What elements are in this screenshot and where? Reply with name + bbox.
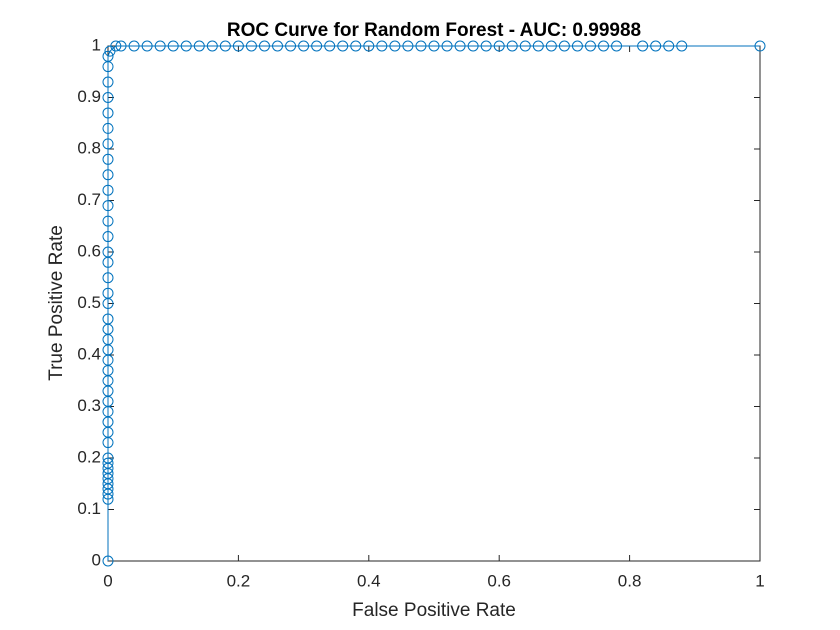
roc-marker bbox=[154, 40, 166, 52]
roc-marker bbox=[167, 40, 179, 52]
y-tick-label: 0.3 bbox=[77, 396, 101, 415]
x-tick-label: 0.4 bbox=[357, 571, 381, 590]
roc-marker bbox=[245, 40, 257, 52]
roc-marker bbox=[102, 200, 114, 212]
roc-marker bbox=[141, 40, 153, 52]
roc-marker bbox=[102, 457, 114, 469]
y-axis-label: True Positive Rate bbox=[46, 225, 67, 381]
roc-marker bbox=[324, 40, 336, 52]
roc-marker bbox=[102, 287, 114, 299]
y-tick-label: 1 bbox=[92, 35, 101, 54]
roc-marker bbox=[272, 40, 284, 52]
roc-marker bbox=[102, 76, 114, 88]
roc-marker bbox=[102, 50, 114, 62]
roc-marker bbox=[402, 40, 414, 52]
roc-marker bbox=[571, 40, 583, 52]
roc-marker bbox=[467, 40, 479, 52]
chart-title: ROC Curve for Random Forest - AUC: 0.999… bbox=[227, 20, 641, 41]
roc-marker bbox=[480, 40, 492, 52]
x-tick-label: 1 bbox=[755, 571, 764, 590]
roc-marker bbox=[754, 40, 766, 52]
roc-marker bbox=[611, 40, 623, 52]
roc-marker bbox=[102, 313, 114, 325]
roc-marker bbox=[193, 40, 205, 52]
roc-marker bbox=[337, 40, 349, 52]
roc-marker bbox=[102, 215, 114, 227]
roc-marker bbox=[298, 40, 310, 52]
roc-marker bbox=[311, 40, 323, 52]
roc-marker bbox=[110, 40, 122, 52]
roc-marker bbox=[102, 138, 114, 150]
roc-marker bbox=[219, 40, 231, 52]
roc-marker bbox=[363, 40, 375, 52]
roc-marker bbox=[532, 40, 544, 52]
roc-marker bbox=[102, 184, 114, 196]
roc-marker bbox=[102, 153, 114, 165]
x-tick-label: 0.6 bbox=[487, 571, 511, 590]
x-axis-label: False Positive Rate bbox=[352, 600, 516, 621]
roc-marker bbox=[258, 40, 270, 52]
x-tick-label: 0 bbox=[103, 571, 112, 590]
roc-marker bbox=[232, 40, 244, 52]
roc-marker bbox=[493, 40, 505, 52]
roc-marker bbox=[206, 40, 218, 52]
roc-marker bbox=[180, 40, 192, 52]
roc-marker bbox=[415, 40, 427, 52]
roc-marker bbox=[102, 92, 114, 103]
x-tick-label: 0.2 bbox=[227, 571, 251, 590]
roc-marker bbox=[663, 40, 675, 52]
roc-marker bbox=[285, 40, 297, 52]
y-tick-label: 0.5 bbox=[77, 293, 101, 312]
roc-marker bbox=[115, 40, 127, 52]
y-tick-label: 0 bbox=[92, 550, 101, 569]
roc-marker bbox=[650, 40, 662, 52]
roc-marker bbox=[545, 40, 557, 52]
roc-marker bbox=[102, 107, 114, 119]
roc-marker bbox=[389, 40, 401, 52]
roc-marker bbox=[350, 40, 362, 52]
roc-marker bbox=[376, 40, 388, 52]
roc-marker bbox=[128, 40, 140, 52]
roc-marker bbox=[441, 40, 453, 52]
roc-marker bbox=[519, 40, 531, 52]
y-tick-label: 0.1 bbox=[77, 499, 101, 518]
y-tick-label: 0.8 bbox=[77, 138, 101, 157]
roc-marker bbox=[102, 246, 114, 258]
roc-marker bbox=[454, 40, 466, 52]
y-tick-label: 0.9 bbox=[77, 87, 101, 106]
y-tick-label: 0.7 bbox=[77, 190, 101, 209]
roc-marker bbox=[584, 40, 596, 52]
roc-marker bbox=[102, 452, 114, 464]
roc-marker bbox=[102, 231, 114, 243]
roc-marker bbox=[637, 40, 649, 52]
y-tick-label: 0.6 bbox=[77, 241, 101, 260]
roc-marker bbox=[102, 555, 114, 567]
y-tick-label: 0.4 bbox=[77, 344, 101, 363]
roc-marker bbox=[598, 40, 610, 52]
x-tick-label: 0.8 bbox=[618, 571, 642, 590]
roc-marker bbox=[102, 169, 114, 181]
roc-marker bbox=[102, 272, 114, 284]
y-tick-label: 0.2 bbox=[77, 447, 101, 466]
roc-marker bbox=[676, 40, 688, 52]
roc-marker bbox=[428, 40, 440, 52]
roc-marker bbox=[506, 40, 518, 52]
roc-marker bbox=[102, 122, 114, 134]
roc-marker bbox=[558, 40, 570, 52]
